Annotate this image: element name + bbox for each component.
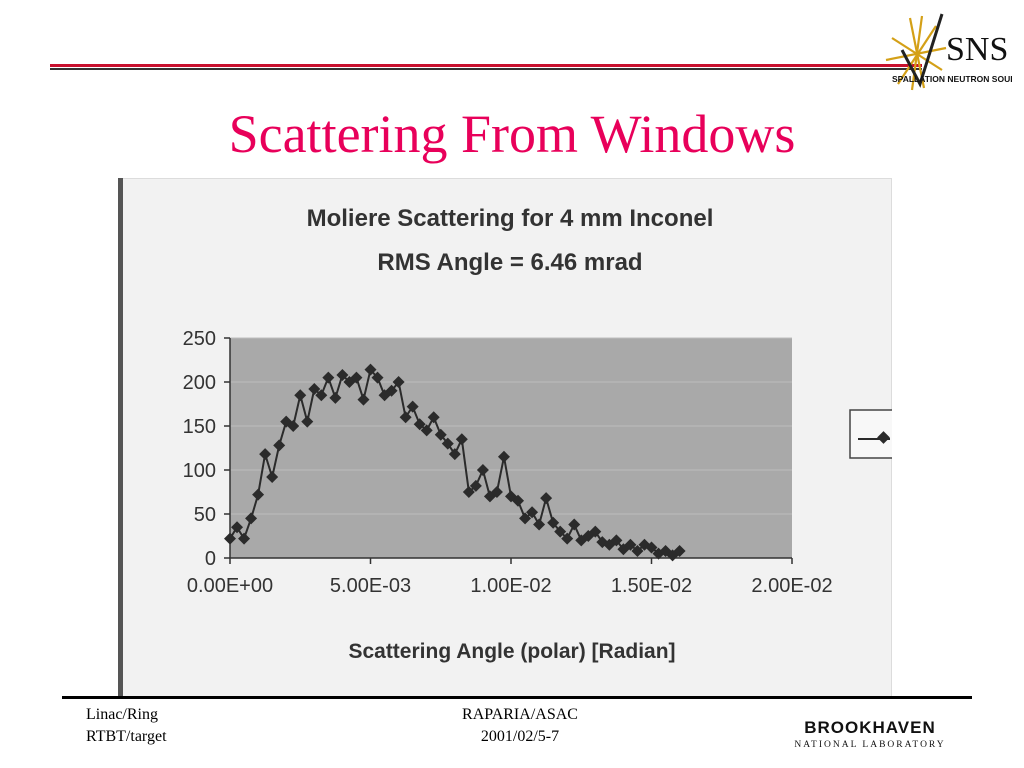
data-point (259, 448, 272, 461)
series (224, 363, 686, 562)
data-point (350, 371, 363, 384)
data-point (610, 534, 623, 547)
chart-photo: Moliere Scattering for 4 mm Inconel RMS … (118, 178, 901, 698)
data-point (336, 368, 349, 381)
data-point (357, 393, 370, 406)
data-point (673, 544, 686, 557)
data-point (364, 363, 377, 376)
y-tick-label: 150 (183, 416, 216, 438)
legend-box (849, 409, 901, 459)
data-point (301, 415, 314, 428)
data-point (315, 389, 328, 402)
data-point (322, 371, 335, 384)
data-point (252, 488, 265, 501)
chart-title: Moliere Scattering for 4 mm Inconel (307, 205, 714, 232)
y-tick-labels: 0 50 100 150 200 250 (183, 328, 216, 570)
x-tick-labels: 0.00E+00 5.00E-03 1.00E-02 1.50E-02 2.00E-02 (187, 575, 833, 597)
data-point (540, 492, 553, 505)
data-point (533, 518, 546, 531)
data-point (512, 494, 525, 507)
brookhaven-logo: BROOKHAVEN NATIONAL LABORATORY (794, 718, 945, 750)
page-title: Scattering From Windows (228, 104, 796, 164)
x-tick-label: 2.00E-02 (751, 575, 832, 597)
axes (224, 337, 793, 564)
gridlines (230, 337, 792, 515)
chart-subtitle: RMS Angle = 6.46 mrad (377, 249, 642, 276)
x-tick-label: 1.50E-02 (611, 575, 692, 597)
data-point (385, 384, 398, 397)
data-point (392, 376, 405, 388)
data-point (308, 383, 321, 396)
data-point (624, 538, 637, 551)
data-point (266, 471, 279, 484)
y-tick-label: 250 (183, 328, 216, 350)
x-tick-label: 1.00E-02 (470, 575, 551, 597)
data-point (490, 486, 503, 498)
data-point (287, 420, 300, 432)
y-tick-label: 100 (183, 460, 216, 482)
data-point (238, 532, 251, 545)
plot-area (230, 338, 792, 558)
footer-center-line-2: 2001/02/5-7 (480, 728, 560, 745)
data-point (497, 450, 510, 463)
x-tick-label: 0.00E+00 (187, 575, 273, 597)
data-point (476, 464, 489, 476)
data-point (554, 525, 567, 538)
brookhaven-logo-subtitle: NATIONAL LABORATORY (794, 740, 945, 750)
y-tick-label: 200 (183, 372, 216, 394)
data-point (280, 415, 293, 428)
bottom-rule (62, 696, 972, 699)
data-point (329, 391, 342, 404)
x-tick-label: 5.00E-03 (330, 575, 411, 597)
data-point (462, 486, 475, 498)
data-point (469, 479, 482, 492)
data-point (294, 389, 307, 402)
data-point (224, 532, 236, 545)
data-point (371, 371, 384, 384)
data-point (547, 516, 560, 529)
footer-left-line-1: Linac/Ring (86, 706, 158, 723)
data-point (519, 512, 532, 525)
data-point (273, 439, 286, 452)
data-point (631, 544, 644, 557)
data-point (448, 448, 461, 461)
data-point (427, 411, 440, 424)
sns-logo-word: SNS (946, 31, 1008, 68)
data-point (434, 428, 447, 441)
data-point (589, 525, 602, 538)
data-point (561, 532, 574, 545)
data-point (645, 541, 658, 554)
x-axis-label: Scattering Angle (polar) [Radian] (348, 640, 675, 663)
data-point (526, 506, 539, 519)
data-point (582, 530, 595, 542)
data-point (441, 437, 454, 450)
data-point (652, 547, 665, 560)
footer-left-line-2: RTBT/target (86, 728, 167, 745)
data-point (596, 536, 609, 549)
y-tick-label: 0 (205, 548, 216, 570)
data-point (399, 411, 412, 424)
data-point (617, 543, 630, 556)
legend (849, 409, 901, 459)
top-rule (50, 64, 922, 70)
brookhaven-logo-word: BROOKHAVEN (804, 718, 936, 737)
data-point (413, 418, 426, 431)
footer-center-line-1: RAPARIA/ASAC (462, 706, 578, 723)
sns-logo: SNS SPALLATION NEUTRON SOURCE (885, 13, 1012, 91)
chart: Moliere Scattering for 4 mm Inconel RMS … (183, 205, 901, 663)
y-tick-label: 50 (194, 504, 216, 526)
data-point (231, 521, 244, 534)
data-point (568, 518, 581, 531)
data-point (455, 433, 468, 446)
data-point (406, 400, 419, 413)
sns-logo-subtitle: SPALLATION NEUTRON SOURCE (892, 74, 1012, 84)
footer-center: RAPARIA/ASAC 2001/02/5-7 (420, 704, 620, 748)
footer-left: Linac/Ring RTBT/target (86, 704, 167, 748)
sns-check-icon (900, 13, 944, 88)
data-point (420, 424, 433, 437)
data-point (245, 512, 258, 525)
